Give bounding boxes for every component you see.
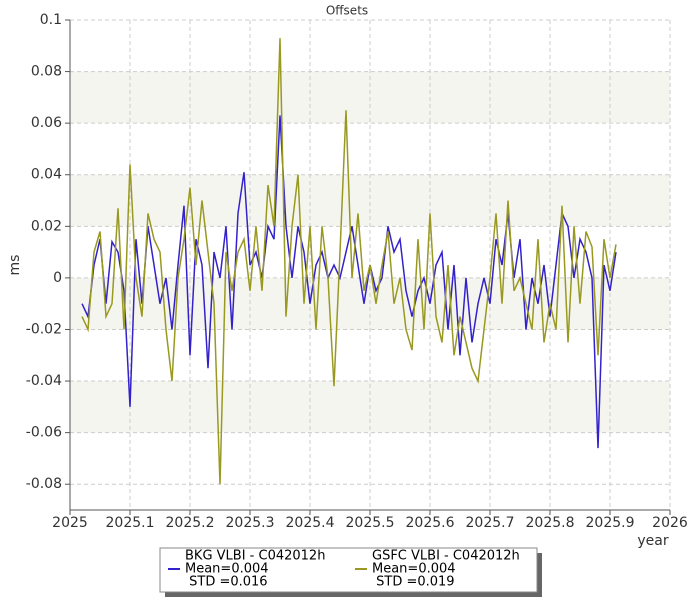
- y-tick-label: 0.1: [40, 12, 62, 28]
- series-line: [81, 38, 617, 485]
- legend-label: GSFC VLBI - C042012h: [372, 549, 520, 564]
- legend-stat: Mean=0.004: [372, 562, 456, 577]
- x-tick-label: 2025.8: [526, 515, 575, 531]
- x-tick-label: 2025.5: [346, 515, 395, 531]
- plot-area: 0.1 0.08 0.06 0.04 0.02 0 -0.02 -0.04 -0.06 -0.08…: [26, 12, 688, 531]
- legend: [159, 547, 538, 593]
- series-line: [81, 115, 617, 449]
- x-tick-label: 2025.4: [286, 515, 335, 531]
- x-tick-label: 2025.2: [166, 515, 215, 531]
- legend-stat: Mean=0.004: [185, 562, 269, 577]
- x-axis-label: year: [637, 533, 668, 549]
- y-tick-label: -0.08: [26, 476, 62, 492]
- y-tick-label: -0.02: [26, 321, 62, 337]
- y-tick-label: -0.06: [26, 425, 62, 441]
- chart-title: Offsets: [326, 4, 368, 18]
- y-tick-label: 0.02: [31, 218, 62, 234]
- legend-stat: STD =0.016: [185, 575, 268, 590]
- x-tick-label: 2025.7: [466, 515, 515, 531]
- legend-label: BKG VLBI - C042012h: [185, 549, 325, 564]
- y-tick-label: 0.04: [31, 167, 62, 183]
- y-tick-label: 0.06: [31, 115, 62, 131]
- x-tick-label: 2025.9: [586, 515, 635, 531]
- legend-stat: STD =0.019: [372, 575, 455, 590]
- x-tick-label: 2025.1: [106, 515, 155, 531]
- y-tick-label: 0.08: [31, 64, 62, 80]
- x-tick-label: 2025.6: [406, 515, 455, 531]
- y-tick-label: -0.04: [26, 373, 62, 389]
- x-tick-label: 2026: [652, 515, 688, 531]
- x-tick-label: 2025.3: [226, 515, 275, 531]
- y-tick-label: 0: [53, 270, 62, 286]
- x-tick-label: 2025: [52, 515, 88, 531]
- y-axis-label: ms: [7, 255, 23, 276]
